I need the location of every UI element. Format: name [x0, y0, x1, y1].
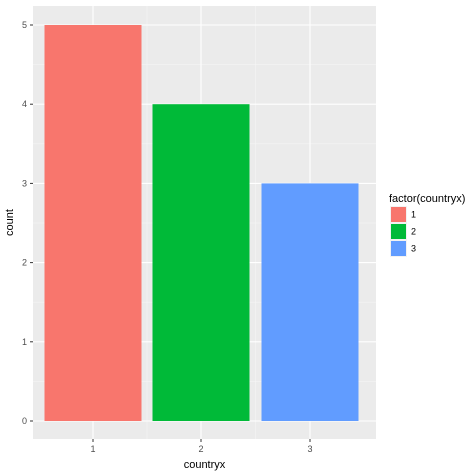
legend-key-3: [391, 241, 406, 256]
legend-label-3: 3: [411, 244, 416, 254]
bar-2: [152, 104, 250, 421]
legend: factor(countryx) 1 2 3: [389, 193, 465, 257]
bar-3: [261, 183, 359, 421]
x-axis-title: countryx: [184, 459, 226, 471]
x-tick-label: 1: [90, 444, 95, 454]
bars: [44, 25, 359, 421]
y-tick-label: 2: [22, 258, 27, 268]
legend-label-1: 1: [411, 210, 416, 220]
y-tick-label: 1: [22, 337, 27, 347]
y-tick-label: 5: [22, 20, 27, 30]
y-tick-label: 0: [22, 416, 27, 426]
bar-1: [44, 25, 142, 421]
y-tick-label: 4: [22, 99, 27, 109]
legend-items: 1 2 3: [390, 206, 416, 257]
x-tick-label: 3: [307, 444, 312, 454]
x-axis: 1 2 3: [90, 439, 313, 454]
legend-label-2: 2: [411, 227, 416, 237]
legend-key-2: [391, 224, 406, 239]
y-axis: 0 1 2 3 4 5: [22, 20, 33, 426]
legend-key-1: [391, 207, 406, 222]
y-axis-title: count: [4, 209, 16, 236]
x-tick-label: 2: [198, 444, 203, 454]
legend-title: factor(countryx): [389, 193, 465, 205]
y-tick-label: 3: [22, 178, 27, 188]
